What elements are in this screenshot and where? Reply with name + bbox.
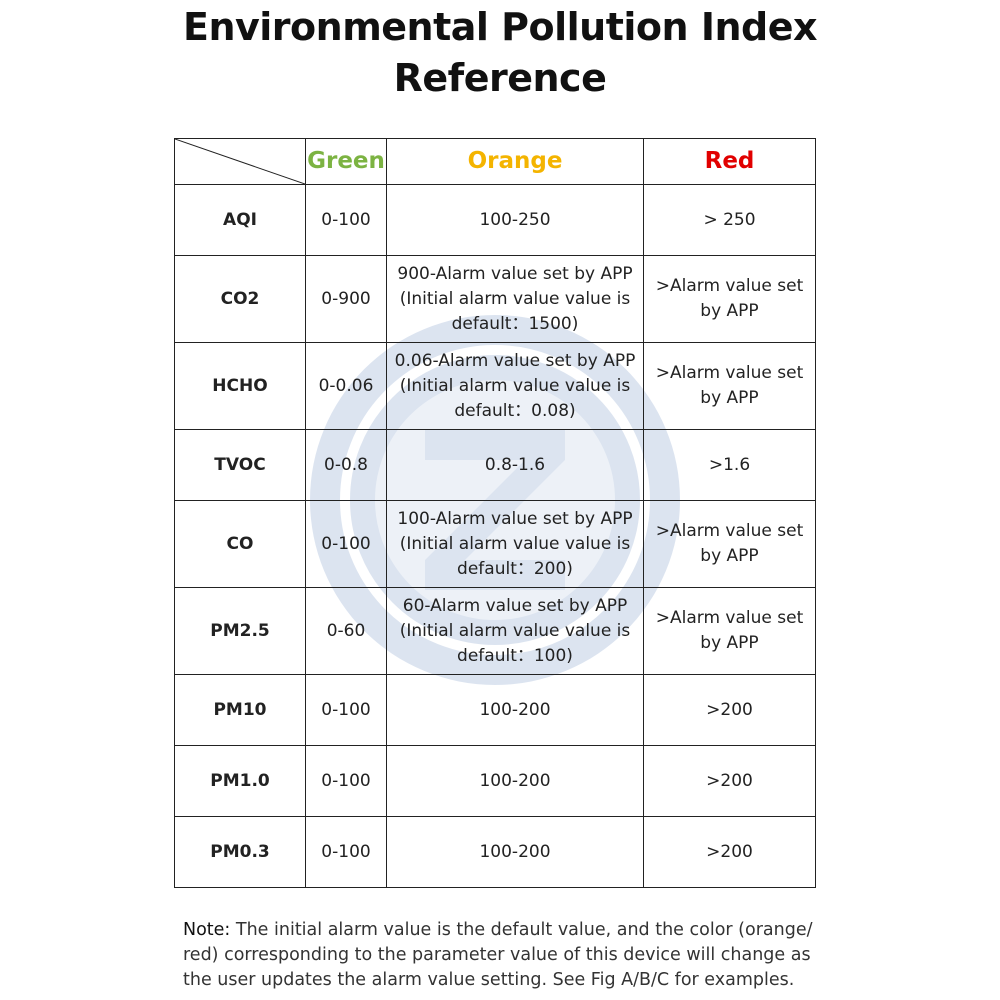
red-range-line: >Alarm value set <box>655 363 804 383</box>
orange-range-line: 900-Alarm value set by APP <box>397 263 633 284</box>
red-range-line: > 250 <box>703 209 756 230</box>
table-row: AQI 0-100 100-250 > 250 <box>174 184 816 256</box>
orange-range-line: default：100) <box>457 645 573 666</box>
orange-range-line: default：1500) <box>451 313 579 334</box>
orange-range-cell: 100-200 <box>386 816 644 888</box>
red-range-cell: >Alarm value set by APP <box>643 500 816 588</box>
param-cell: PM10 <box>174 674 306 746</box>
red-range-cell: >1.6 <box>643 429 816 501</box>
note-label: Note: <box>183 920 231 940</box>
green-range-cell: 0-60 <box>305 587 387 675</box>
green-range-cell: 0-900 <box>305 255 387 343</box>
green-range-cell: 0-100 <box>305 500 387 588</box>
orange-range-line: 0.8-1.6 <box>484 454 546 475</box>
note-paragraph: Note: The initial alarm value is the def… <box>183 918 823 993</box>
table-row: PM10 0-100 100-200 >200 <box>174 674 816 746</box>
orange-range-cell: 100-200 <box>386 745 644 817</box>
green-range-cell: 0-100 <box>305 184 387 256</box>
title-line-2: Reference <box>393 56 607 100</box>
red-range-cell: > 250 <box>643 184 816 256</box>
table-row: HCHO 0-0.06 0.06-Alarm value set by APP (In… <box>174 342 816 430</box>
red-range-cell: >Alarm value set by APP <box>643 587 816 675</box>
header-red: Red <box>643 138 816 185</box>
param-cell: AQI <box>174 184 306 256</box>
table-row: PM1.0 0-100 100-200 >200 <box>174 745 816 817</box>
red-range-line: by APP <box>700 301 759 321</box>
table-row: CO2 0-900 900-Alarm value set by APP (Initi… <box>174 255 816 343</box>
table-row: CO 0-100 100-Alarm value set by APP (Initia… <box>174 500 816 588</box>
red-range-line: >Alarm value set <box>655 608 804 628</box>
orange-range-cell: 0.8-1.6 <box>386 429 644 501</box>
red-range-line: by APP <box>700 633 759 653</box>
red-range-line: >200 <box>706 770 753 791</box>
orange-range-line: (Initial alarm value value is <box>399 620 631 641</box>
red-range-line: >1.6 <box>708 454 751 475</box>
red-range-line: >200 <box>706 699 753 720</box>
green-range-cell: 0-0.8 <box>305 429 387 501</box>
orange-range-line: 100-200 <box>479 699 551 720</box>
table-row: TVOC 0-0.8 0.8-1.6 >1.6 <box>174 429 816 501</box>
param-cell: PM0.3 <box>174 816 306 888</box>
orange-range-line: (Initial alarm value value is <box>399 533 631 554</box>
orange-range-line: (Initial alarm value value is <box>399 375 631 396</box>
orange-range-cell: 100-250 <box>386 184 644 256</box>
orange-range-cell: 0.06-Alarm value set by APP (Initial alar… <box>386 342 644 430</box>
red-range-cell: >200 <box>643 816 816 888</box>
red-range-line: by APP <box>700 388 759 408</box>
green-range-cell: 0-100 <box>305 745 387 817</box>
table-header-row: Green Orange Red <box>174 138 816 185</box>
red-range-cell: >200 <box>643 745 816 817</box>
param-cell: HCHO <box>174 342 306 430</box>
red-range-line: >Alarm value set <box>655 276 804 296</box>
green-range-cell: 0-100 <box>305 816 387 888</box>
orange-range-cell: 100-200 <box>386 674 644 746</box>
orange-range-line: 100-Alarm value set by APP <box>397 508 633 529</box>
orange-range-cell: 900-Alarm value set by APP (Initial alarm… <box>386 255 644 343</box>
pollution-index-table: Green Orange Red AQI 0-100 100-250 > 250 CO2… <box>174 138 816 888</box>
header-orange: Orange <box>386 138 644 185</box>
param-cell: CO <box>174 500 306 588</box>
orange-range-line: 100-250 <box>479 209 551 230</box>
param-cell: TVOC <box>174 429 306 501</box>
param-cell: CO2 <box>174 255 306 343</box>
red-range-cell: >Alarm value set by APP <box>643 255 816 343</box>
page-title: Environmental Pollution Index Reference <box>0 2 1000 104</box>
orange-range-line: (Initial alarm value value is <box>399 288 631 309</box>
orange-range-cell: 60-Alarm value set by APP (Initial alarm … <box>386 587 644 675</box>
param-cell: PM2.5 <box>174 587 306 675</box>
note-text: The initial alarm value is the default v… <box>183 920 813 990</box>
table-body: AQI 0-100 100-250 > 250 CO2 0-900 900-Alarm va… <box>174 184 816 888</box>
orange-range-line: 0.06-Alarm value set by APP <box>394 350 636 371</box>
param-cell: PM1.0 <box>174 745 306 817</box>
orange-range-line: default：200) <box>457 558 573 579</box>
table-row: PM2.5 0-60 60-Alarm value set by APP (Initi… <box>174 587 816 675</box>
red-range-cell: >Alarm value set by APP <box>643 342 816 430</box>
red-range-cell: >200 <box>643 674 816 746</box>
orange-range-line: 100-200 <box>479 770 551 791</box>
header-corner-cell <box>174 138 306 185</box>
green-range-cell: 0-100 <box>305 674 387 746</box>
diagonal-divider <box>175 139 305 184</box>
header-green: Green <box>305 138 387 185</box>
orange-range-line: 60-Alarm value set by APP <box>402 595 628 616</box>
orange-range-cell: 100-Alarm value set by APP (Initial alarm… <box>386 500 644 588</box>
orange-range-line: default：0.08) <box>454 400 576 421</box>
title-line-1: Environmental Pollution Index <box>182 5 818 49</box>
red-range-line: >Alarm value set <box>655 521 804 541</box>
red-range-line: >200 <box>706 841 753 862</box>
table-row: PM0.3 0-100 100-200 >200 <box>174 816 816 888</box>
green-range-cell: 0-0.06 <box>305 342 387 430</box>
red-range-line: by APP <box>700 546 759 566</box>
orange-range-line: 100-200 <box>479 841 551 862</box>
